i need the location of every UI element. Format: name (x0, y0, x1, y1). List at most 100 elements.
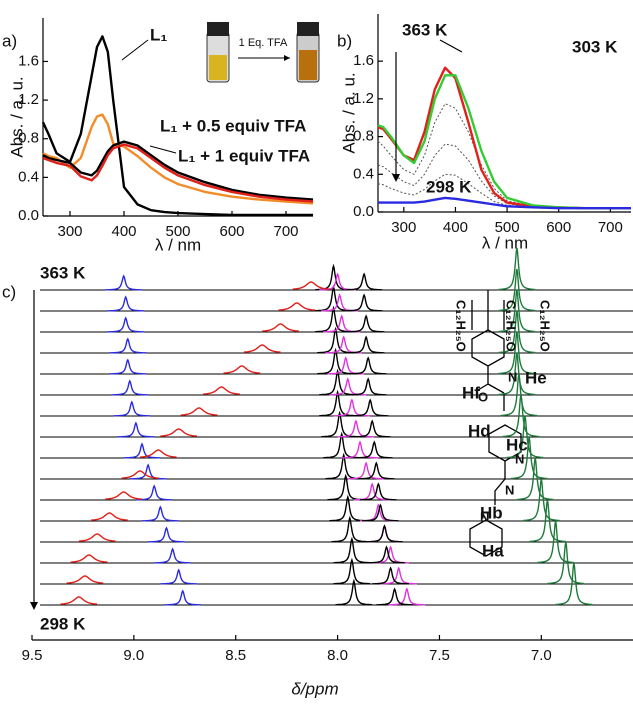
nmr-peak (380, 566, 417, 585)
panel-label: c) (2, 282, 16, 301)
nmr-peak (70, 554, 108, 563)
nmr-peak (180, 407, 218, 416)
x-tick-label: 500 (495, 219, 520, 236)
proton-label: He (525, 368, 547, 387)
proton-label: Hd (468, 421, 491, 440)
nmr-peak (362, 503, 399, 522)
nmr-peak (341, 440, 379, 459)
nmr-peak (498, 352, 536, 396)
nmr-peak (142, 505, 179, 522)
nmr-peak (331, 515, 369, 543)
inset-vials (206, 22, 320, 83)
vial-cap (297, 22, 319, 36)
ring (469, 519, 503, 557)
x-tick-label: 300 (391, 219, 416, 236)
nmr-peak (353, 419, 391, 438)
nmr-peak (498, 331, 536, 375)
nmr-peak (135, 484, 173, 501)
nmr-peak (498, 310, 536, 354)
arrow-head (284, 55, 290, 61)
nmr-peak (223, 365, 261, 374)
nmr-peak (317, 347, 354, 375)
series-line (377, 66, 631, 210)
x-axis-label: δ/ppm (291, 679, 338, 698)
nmr-peak (349, 377, 387, 396)
nmr-peak (160, 428, 198, 437)
y-tick-label: 1.6 (18, 52, 39, 69)
nmr-peak (345, 293, 383, 312)
arrow-head (30, 602, 38, 610)
nmr-peak (333, 536, 371, 564)
vial-solution (209, 55, 227, 80)
nmr-peak (113, 400, 151, 417)
nmr-peak (107, 316, 145, 333)
series-label: L₁ (150, 25, 167, 44)
nmr-peak (121, 470, 159, 479)
nmr-peak (347, 335, 385, 354)
nmr-peak (366, 524, 403, 543)
nmr-peak (347, 314, 385, 333)
substituent-label: C₁₂H₂₅O (454, 300, 469, 352)
series-label: L₁ + 0.5 equiv TFA (160, 116, 306, 135)
nmr-peak (60, 596, 98, 605)
x-tick-label: 400 (111, 223, 136, 240)
nmr-peak (319, 272, 356, 291)
series-line (377, 74, 631, 210)
y-tick-label: 1.2 (353, 90, 374, 107)
nmr-peak (349, 356, 387, 375)
nmr-peak (321, 410, 358, 438)
vial-cap (207, 22, 229, 36)
nmr-peak (139, 449, 177, 458)
label-arrow (149, 145, 177, 154)
temp-arrow (439, 39, 463, 53)
series-line (42, 140, 314, 201)
nmr-peak (243, 344, 281, 353)
nmr-peak (506, 415, 544, 459)
y-axis-label: Abs. / a. u. (7, 76, 26, 157)
nmr-peak (555, 562, 593, 606)
nmr-peak (325, 335, 362, 354)
series-line (377, 103, 631, 209)
nmr-peak (333, 398, 371, 417)
x-tick-label: 600 (219, 223, 244, 240)
nmr-peak (129, 463, 167, 480)
series-label: 298 K (426, 177, 472, 196)
nmr-peak (323, 431, 360, 459)
nmr-peak (368, 545, 405, 564)
x-tick-label: 500 (165, 223, 190, 240)
series-line (377, 143, 631, 209)
temperature-label: 363 K (40, 263, 86, 282)
ring (471, 329, 505, 367)
nmr-peak (335, 578, 373, 606)
x-tick-label: 8.0 (327, 647, 348, 664)
nmr-peak (347, 461, 385, 480)
nmr-peak (319, 389, 356, 417)
panel-label: a) (2, 31, 17, 50)
y-tick-label: 1.2 (18, 91, 39, 108)
series-label: L₁ + 1 equiv TFA (178, 146, 310, 165)
nmr-peak (500, 373, 538, 417)
x-tick-label: 300 (57, 223, 82, 240)
nmr-peak (123, 442, 161, 459)
series-label: 363 K (402, 20, 448, 39)
panel-label: b) (337, 31, 352, 50)
nmr-peak (498, 289, 536, 333)
nmr-peak (323, 314, 360, 333)
series-label: 303 K (572, 37, 618, 56)
series-line (377, 173, 631, 209)
nmr-peak (109, 358, 147, 375)
nmr-peak (360, 482, 397, 501)
nmr-peak (366, 524, 403, 543)
nmr-peak (148, 526, 185, 543)
nmr-peak (498, 268, 536, 312)
nmr-peak (117, 421, 155, 438)
nmr-peak (529, 499, 566, 543)
nmr-peak (372, 566, 409, 585)
nmr-peak (376, 587, 413, 606)
atom-label: O (478, 389, 488, 404)
x-tick-label: 700 (598, 219, 623, 236)
atom-label: N (515, 451, 524, 466)
atom-label: N (480, 509, 489, 524)
nmr-peak (66, 575, 104, 584)
x-tick-label: 7.5 (429, 647, 450, 664)
